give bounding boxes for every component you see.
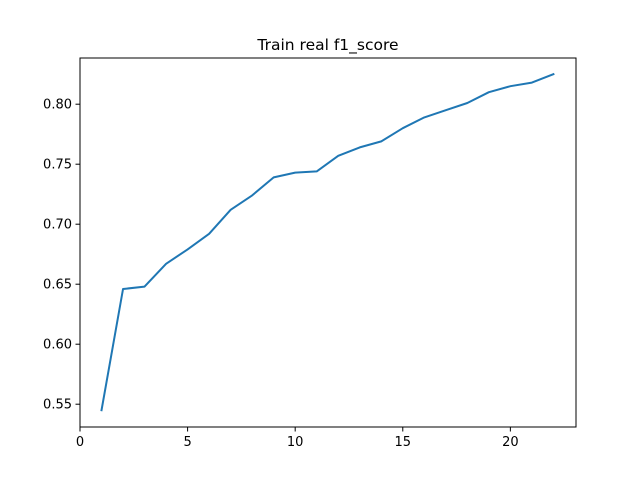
axes-frame bbox=[79, 57, 577, 428]
y-tick-label-5: 0.80 bbox=[43, 98, 72, 113]
y-tick-label-3: 0.70 bbox=[43, 218, 72, 233]
x-tick-label-20: 20 bbox=[502, 435, 519, 450]
y-tick-label-2: 0.65 bbox=[43, 278, 72, 293]
x-tick-label-10: 10 bbox=[287, 435, 304, 450]
x-tick-label-5: 5 bbox=[183, 435, 191, 450]
y-tick-label-4: 0.75 bbox=[43, 158, 72, 173]
y-tick-label-0: 0.55 bbox=[43, 398, 72, 413]
plot-background bbox=[80, 58, 576, 427]
x-tick-label-0: 0 bbox=[76, 435, 84, 450]
axes: 0 5 10 15 20 0.55 0.60 0.65 0.70 0.75 0.80 bbox=[43, 57, 577, 450]
x-tick-label-15: 15 bbox=[395, 435, 412, 450]
series-line-0 bbox=[100, 72, 555, 412]
y-tick-label-1: 0.60 bbox=[43, 338, 72, 353]
plot-area bbox=[80, 58, 576, 427]
chart-title: Train real f1_score bbox=[256, 36, 398, 55]
